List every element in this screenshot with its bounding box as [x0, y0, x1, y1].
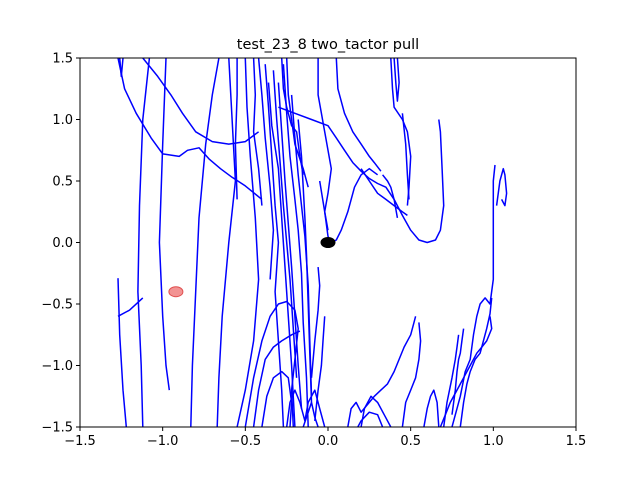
- marker-1: [320, 237, 336, 248]
- trajectory-line-42: [423, 389, 440, 427]
- trajectory-line-36: [390, 58, 412, 206]
- x-tick-label: −1.5: [64, 434, 96, 449]
- x-tick-label: −0.5: [230, 434, 262, 449]
- trajectory-line-10: [236, 58, 260, 427]
- y-tick-label: 0.5: [52, 175, 73, 190]
- trajectory-line-40: [360, 395, 392, 427]
- trajectory-line-0: [117, 278, 128, 427]
- marker-layer: [168, 237, 336, 298]
- x-tick-label: 1.5: [566, 434, 587, 449]
- y-tick-label: 0.0: [52, 236, 73, 251]
- trajectory-line-47: [451, 328, 465, 415]
- x-axis: −1.5 −1.0 −0.5 0.0 0.5 1.0 1.5: [64, 427, 586, 449]
- trajectory-line-5: [137, 58, 151, 427]
- trajectory-line-23: [252, 330, 301, 427]
- x-tick-label: −1.0: [147, 434, 179, 449]
- y-tick-label: 1.5: [52, 52, 73, 67]
- trajectory-line-19: [297, 119, 313, 403]
- trajectory-line-20: [285, 58, 309, 188]
- y-tick-label: −0.5: [41, 298, 73, 313]
- trajectory-line-26: [302, 401, 319, 427]
- trajectory-line-17: [282, 64, 309, 427]
- trajectory-line-7: [190, 58, 220, 427]
- trajectory-line-22: [244, 300, 299, 427]
- trajectory-line-12: [257, 58, 275, 280]
- y-axis: −1.5 −1.0 −0.5 0.0 0.5 1.0 1.5: [41, 52, 80, 436]
- trajectory-line-11: [252, 58, 263, 206]
- trajectory-line-9: [234, 58, 238, 200]
- x-tick-label: 0.5: [400, 434, 421, 449]
- trajectory-line-38: [357, 411, 384, 427]
- trajectory-line-35: [393, 58, 400, 102]
- trajectory-line-44: [439, 316, 493, 427]
- trajectory-line-45: [451, 164, 496, 427]
- trajectory-line-39: [347, 316, 417, 427]
- x-tick-label: 0.0: [318, 434, 339, 449]
- trajectory-line-43: [442, 334, 460, 427]
- trajectory-line-30: [317, 58, 333, 231]
- series-layer: [117, 58, 508, 427]
- trajectory-line-8: [216, 58, 237, 427]
- y-tick-label: 1.0: [52, 113, 73, 128]
- chart-title: test_23_8 two_tactor pull: [237, 37, 419, 53]
- trajectory-line-48: [495, 167, 508, 207]
- trajectory-line-33: [360, 168, 408, 217]
- trajectory-line-6: [158, 58, 171, 391]
- trajectory-line-16: [277, 82, 303, 409]
- trajectory-line-28: [314, 316, 326, 421]
- y-tick-label: −1.5: [41, 421, 73, 436]
- trajectory-line-13: [264, 64, 285, 427]
- trajectory-line-32: [278, 106, 445, 244]
- trajectory-line-15: [272, 70, 298, 378]
- trajectory-line-24: [261, 370, 293, 427]
- x-tick-label: 1.0: [483, 434, 504, 449]
- trajectory-line-34: [382, 174, 399, 219]
- marker-0: [168, 286, 184, 298]
- trajectory-line-14: [267, 82, 296, 427]
- trajectory-line-4: [142, 58, 260, 145]
- trajectory-line-46: [459, 297, 493, 427]
- y-tick-label: −1.0: [41, 359, 73, 374]
- trajectory-line-37: [401, 113, 410, 200]
- trajectory-line-41: [401, 322, 422, 427]
- trajectory-line-27: [310, 267, 321, 378]
- trajectory-line-3: [117, 58, 263, 200]
- trajectory-line-21: [280, 58, 304, 175]
- trajectory-line-31: [335, 58, 382, 172]
